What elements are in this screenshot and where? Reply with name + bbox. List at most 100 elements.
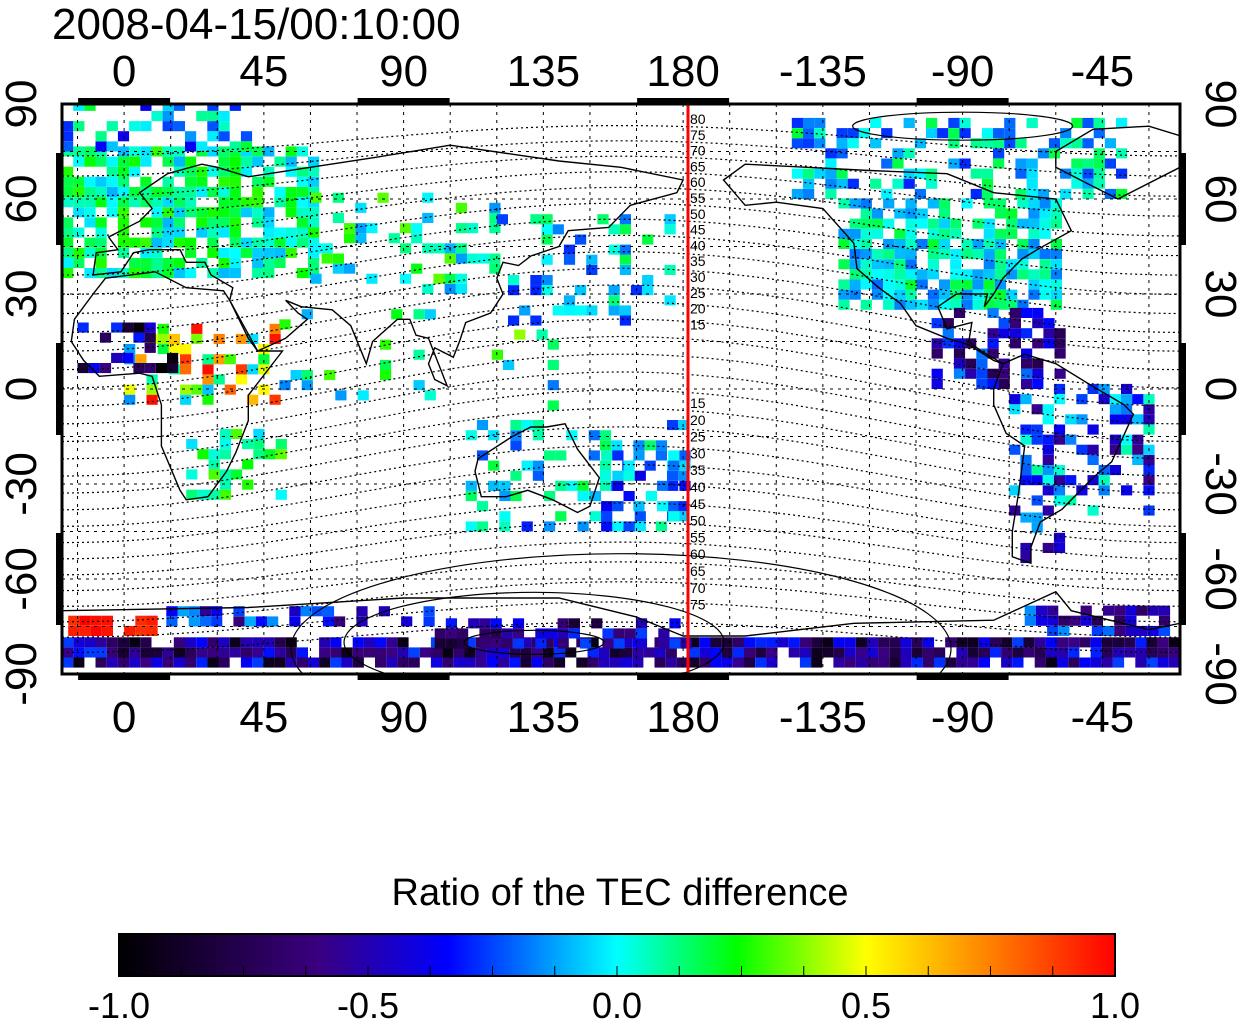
tec-cell — [860, 279, 872, 290]
tec-cell — [847, 128, 859, 139]
tec-cell — [391, 309, 403, 320]
tec-cell — [532, 420, 544, 431]
tec-cell — [916, 218, 928, 229]
lon-tick-label-bottom: 135 — [507, 693, 580, 742]
lon-tick-label-bottom: -135 — [779, 693, 867, 742]
tec-cell — [274, 247, 286, 258]
tec-cell — [849, 218, 861, 229]
tec-cell — [1009, 318, 1021, 329]
dip-contour — [62, 301, 1180, 371]
tec-cell — [488, 460, 500, 471]
tec-cell — [84, 207, 96, 218]
tec-cell — [961, 299, 973, 310]
tec-cell — [601, 501, 613, 512]
tec-cell — [408, 647, 420, 658]
contour-label-north: 15 — [690, 316, 706, 332]
tec-cell — [264, 449, 276, 460]
tec-cell — [665, 647, 677, 658]
tec-cell — [146, 384, 158, 395]
tec-cell — [207, 207, 219, 218]
tec-cell — [586, 264, 598, 275]
tec-cell — [290, 370, 302, 381]
tec-cell — [1121, 414, 1133, 425]
tec-cell — [987, 328, 999, 339]
tec-cell — [623, 460, 635, 471]
tec-cell — [490, 638, 502, 649]
tec-cell — [814, 168, 826, 179]
tec-cell — [994, 259, 1007, 270]
tec-cell — [1053, 465, 1066, 476]
tec-cell — [1015, 138, 1027, 149]
tec-cell — [73, 637, 85, 648]
tec-cell — [1104, 158, 1116, 169]
tec-cell — [218, 647, 230, 658]
tec-cell — [341, 647, 353, 658]
tec-cell — [568, 628, 580, 639]
tec-cell — [229, 217, 241, 228]
tec-cell — [633, 501, 645, 512]
tec-cell — [202, 374, 214, 385]
tec-cell — [894, 228, 906, 239]
tec-cell — [1021, 368, 1033, 379]
tec-cell — [1042, 485, 1054, 496]
tec-cell — [612, 501, 624, 512]
lat-tick-label-left: -30 — [0, 452, 46, 516]
tec-cell — [521, 521, 533, 532]
tec-cell — [950, 218, 962, 229]
tec-cell — [275, 449, 287, 460]
tec-cell — [117, 156, 130, 167]
tec-cell — [173, 121, 185, 132]
tec-cell — [73, 104, 85, 111]
tec-cell — [1042, 434, 1054, 445]
tec-cell — [950, 228, 962, 239]
tec-cell — [838, 289, 850, 300]
tec-cell — [1068, 647, 1080, 658]
tec-cell — [889, 637, 901, 648]
contour-label-south: 45 — [690, 496, 706, 512]
tec-cell — [953, 358, 966, 369]
tec-cell — [788, 647, 800, 658]
tec-cell — [252, 176, 264, 187]
tec-cell — [1146, 657, 1158, 668]
tec-cell — [655, 521, 667, 532]
tec-cell — [207, 121, 219, 132]
lon-tick-label-bottom: -45 — [1071, 693, 1135, 742]
tec-cell — [1028, 269, 1040, 280]
tec-cell — [1058, 615, 1070, 626]
tec-cell — [939, 299, 951, 310]
tec-cell — [1053, 475, 1066, 486]
tec-cell — [939, 289, 951, 300]
tec-cell — [905, 228, 917, 239]
tec-cell — [847, 178, 859, 189]
tec-cell — [129, 657, 141, 668]
tec-cell — [860, 269, 872, 280]
tec-cell — [838, 228, 850, 239]
tec-cell — [755, 637, 767, 648]
dip-contour — [62, 581, 1180, 623]
tec-cell — [535, 628, 547, 639]
tec-cell — [926, 117, 938, 128]
tec-cell — [867, 637, 879, 648]
tec-cell — [530, 315, 542, 326]
tec-cell — [1028, 238, 1040, 249]
tec-cell — [357, 390, 369, 401]
tec-cell — [766, 647, 778, 658]
tec-cell — [173, 257, 185, 268]
tec-cell — [95, 141, 107, 152]
tec-cell — [589, 511, 602, 522]
tec-cell — [972, 218, 984, 229]
tec-cell — [1039, 289, 1051, 300]
tec-cell — [1053, 485, 1066, 496]
tec-cell — [445, 618, 457, 629]
tec-cell — [1054, 368, 1066, 379]
tec-cell — [173, 227, 185, 238]
tec-cell — [678, 501, 690, 512]
tec-cell — [678, 420, 690, 431]
tec-cell — [207, 247, 219, 258]
tec-cell — [117, 166, 130, 177]
tec-cell — [352, 637, 364, 648]
tec-cell — [1053, 424, 1066, 435]
tec-cell — [599, 430, 612, 441]
tec-cell — [117, 657, 130, 668]
tec-cell — [1020, 553, 1032, 564]
